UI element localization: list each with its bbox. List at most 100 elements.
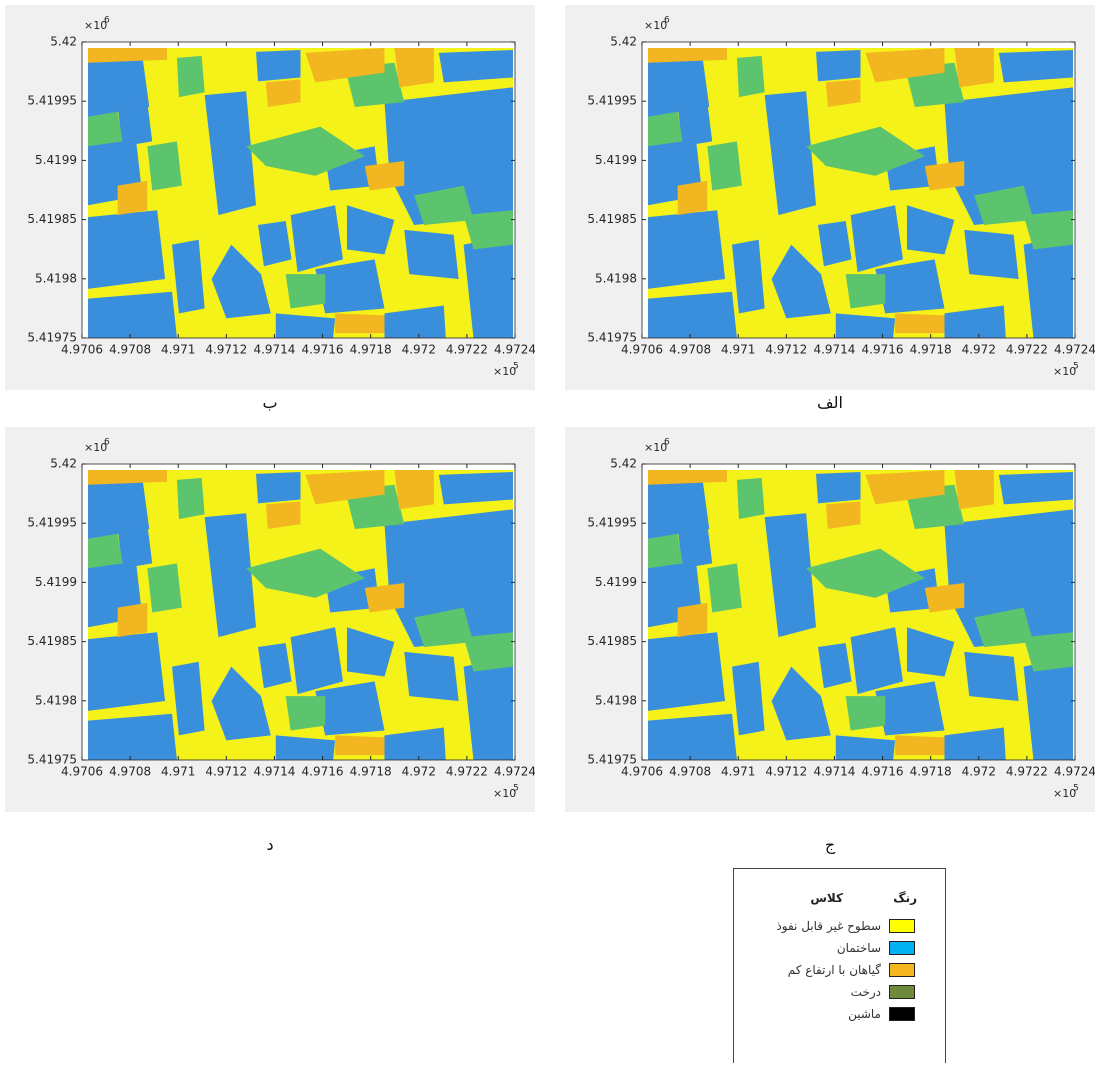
panel-caption: ج xyxy=(565,835,1095,854)
y-tick-label: 5.4199 xyxy=(595,153,637,167)
x-tick-label: 4.9716 xyxy=(302,765,344,779)
x-tick-label: 4.9706 xyxy=(621,343,663,357)
panel-caption: ب xyxy=(5,393,535,412)
x-tick-label: 4.9712 xyxy=(205,765,247,779)
y-tick-label: 5.4199 xyxy=(35,153,77,167)
y-tick-label: 5.42 xyxy=(610,457,637,471)
x-tick-label: 4.9718 xyxy=(910,343,952,357)
x-tick-label: 4.9714 xyxy=(253,765,295,779)
y-tick-label: 5.41985 xyxy=(587,212,637,226)
legend-header: کلاس xyxy=(810,891,843,905)
map-panel: 4.9706 4.9708 4.971 4.9712 4.9714 4.9716 4.971… xyxy=(565,427,1095,812)
classification-image xyxy=(88,470,513,760)
y-tick-label: 5.41995 xyxy=(587,516,637,530)
x-tick-label: 4.9714 xyxy=(253,343,295,357)
x-tick-label: 4.9716 xyxy=(862,343,904,357)
axes: 4.9706 4.9708 4.971 4.9712 4.9714 4.9716 4.971… xyxy=(5,427,535,812)
legend-swatch xyxy=(889,1007,915,1021)
y-tick-label: 5.41975 xyxy=(587,331,637,345)
x-tick-label: 4.9722 xyxy=(1006,343,1048,357)
panel-caption: د xyxy=(5,835,535,854)
y-multiplier-exp: 6 xyxy=(664,16,670,26)
legend-label: سطوح غیر قابل نفوذ xyxy=(776,919,881,933)
x-tick-label: 4.9708 xyxy=(109,343,151,357)
x-tick-label: 4.9718 xyxy=(350,343,392,357)
x-multiplier-exp: 5 xyxy=(1073,362,1079,372)
x-tick-label: 4.9724 xyxy=(1054,765,1095,779)
y-tick-label: 5.41985 xyxy=(587,634,637,648)
legend-item: ماشین xyxy=(848,1007,915,1021)
y-tick-label: 5.41995 xyxy=(27,94,77,108)
y-tick-label: 5.41995 xyxy=(587,94,637,108)
x-tick-label: 4.9706 xyxy=(61,765,103,779)
axes: 4.9706 4.9708 4.971 4.9712 4.9714 4.9716 4.971… xyxy=(565,427,1095,812)
x-tick-label: 4.971 xyxy=(161,765,195,779)
map-panel: 4.9706 4.9708 4.971 4.9712 4.9714 4.9716 4.971… xyxy=(5,427,535,812)
x-tick-label: 4.9722 xyxy=(446,343,488,357)
legend-item: سطوح غیر قابل نفوذ xyxy=(776,919,915,933)
x-multiplier-exp: 5 xyxy=(1073,784,1079,794)
x-tick-label: 4.9722 xyxy=(446,765,488,779)
x-tick-label: 4.9718 xyxy=(910,765,952,779)
x-tick-label: 4.972 xyxy=(402,765,436,779)
y-multiplier-exp: 6 xyxy=(664,438,670,448)
x-tick-label: 4.9714 xyxy=(813,765,855,779)
x-tick-label: 4.9718 xyxy=(350,765,392,779)
legend-swatch xyxy=(889,985,915,999)
x-tick-label: 4.9716 xyxy=(862,765,904,779)
x-tick-label: 4.9712 xyxy=(205,343,247,357)
y-tick-label: 5.42 xyxy=(610,35,637,49)
x-tick-label: 4.971 xyxy=(161,343,195,357)
x-tick-label: 4.9724 xyxy=(494,765,535,779)
legend-swatch xyxy=(889,963,915,977)
y-tick-label: 5.4198 xyxy=(35,693,77,707)
x-multiplier-exp: 5 xyxy=(513,362,519,372)
legend-label: ساختمان xyxy=(837,941,881,955)
x-tick-label: 4.9724 xyxy=(494,343,535,357)
y-tick-label: 5.4198 xyxy=(595,271,637,285)
y-tick-label: 5.41975 xyxy=(27,331,77,345)
y-tick-label: 5.4198 xyxy=(35,271,77,285)
classification-image xyxy=(648,470,1073,760)
x-tick-label: 4.971 xyxy=(721,343,755,357)
x-multiplier-exp: 5 xyxy=(513,784,519,794)
y-tick-label: 5.42 xyxy=(50,35,77,49)
map-panel: 4.9706 4.9708 4.971 4.9712 4.9714 4.9716 4.971… xyxy=(5,5,535,390)
legend: رنگ کلاس سطوح غیر قابل نفوذ ساختمان گیاهان… xyxy=(733,868,946,1063)
x-tick-label: 4.9712 xyxy=(765,765,807,779)
axes: 4.9706 4.9708 4.971 4.9712 4.9714 4.9716 4.971… xyxy=(5,5,535,390)
x-tick-label: 4.9722 xyxy=(1006,765,1048,779)
legend-label: درخت xyxy=(851,985,881,999)
classification-image xyxy=(88,48,513,338)
x-tick-label: 4.9706 xyxy=(61,343,103,357)
y-multiplier-exp: 6 xyxy=(104,438,110,448)
legend-swatch xyxy=(889,941,915,955)
x-tick-label: 4.9708 xyxy=(669,343,711,357)
x-tick-label: 4.9706 xyxy=(621,765,663,779)
classification-image xyxy=(648,48,1073,338)
legend-label: ماشین xyxy=(848,1007,881,1021)
x-tick-label: 4.9708 xyxy=(109,765,151,779)
x-tick-label: 4.972 xyxy=(962,343,996,357)
x-tick-label: 4.971 xyxy=(721,765,755,779)
y-tick-label: 5.4198 xyxy=(595,693,637,707)
legend-item: ساختمان xyxy=(837,941,915,955)
panel-caption: الف xyxy=(565,393,1095,412)
y-tick-label: 5.41985 xyxy=(27,212,77,226)
x-tick-label: 4.9708 xyxy=(669,765,711,779)
x-tick-label: 4.9724 xyxy=(1054,343,1095,357)
page: رنگ کلاس سطوح غیر قابل نفوذ ساختمان گیاهان… xyxy=(0,0,1100,1065)
x-tick-label: 4.9714 xyxy=(813,343,855,357)
y-tick-label: 5.4199 xyxy=(595,575,637,589)
legend-item: درخت xyxy=(851,985,915,999)
y-tick-label: 5.42 xyxy=(50,457,77,471)
legend-swatch xyxy=(889,919,915,933)
legend-label: گیاهان با ارتفاع کم xyxy=(788,963,881,977)
x-tick-label: 4.9716 xyxy=(302,343,344,357)
y-tick-label: 5.41975 xyxy=(587,753,637,767)
legend-header: رنگ xyxy=(893,891,917,905)
y-tick-label: 5.41995 xyxy=(27,516,77,530)
x-tick-label: 4.972 xyxy=(402,343,436,357)
